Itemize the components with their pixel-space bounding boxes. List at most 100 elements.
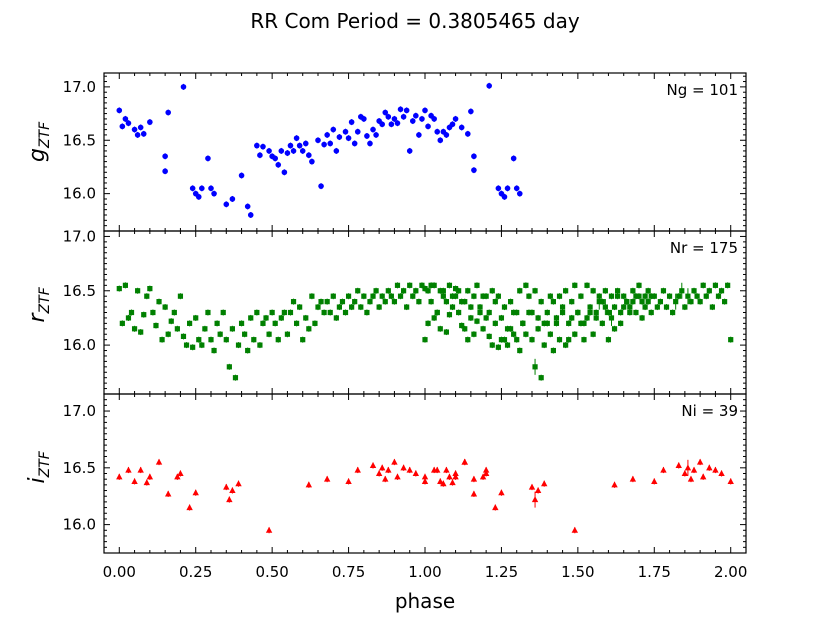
data-point <box>422 107 428 114</box>
data-point <box>272 320 278 326</box>
y-tick-label: 17.0 <box>63 227 96 245</box>
data-point <box>718 470 725 476</box>
data-point <box>666 293 673 299</box>
y-axis-label: gZTF <box>25 121 53 162</box>
data-point <box>260 320 266 326</box>
data-point <box>605 337 612 343</box>
data-point <box>443 299 449 305</box>
data-point <box>309 293 315 299</box>
data-point <box>618 320 624 326</box>
data-point <box>571 526 578 533</box>
data-point <box>532 364 538 370</box>
data-point <box>541 342 547 348</box>
data-point <box>459 299 465 305</box>
y-axis-label: iZTF <box>25 450 53 483</box>
data-point <box>146 473 154 480</box>
data-point <box>725 282 731 288</box>
data-point <box>364 133 370 139</box>
data-point <box>416 132 422 138</box>
data-point <box>575 309 581 316</box>
data-point <box>128 309 135 316</box>
data-point <box>235 342 242 348</box>
data-point <box>510 155 517 162</box>
data-point <box>217 331 223 337</box>
data-point <box>211 190 217 197</box>
data-point <box>394 473 401 480</box>
data-point <box>624 299 630 305</box>
panel-annotation: Ni = 39 <box>681 402 738 420</box>
data-point <box>468 108 474 115</box>
data-point <box>648 309 654 316</box>
data-point <box>544 309 550 316</box>
data-point <box>321 141 327 148</box>
data-point <box>260 143 266 150</box>
data-point <box>199 342 205 348</box>
data-point <box>122 116 129 122</box>
data-point <box>587 309 593 316</box>
data-point <box>482 466 490 473</box>
data-point <box>645 299 651 305</box>
data-point <box>495 185 502 192</box>
y-tick-label: 16.5 <box>63 459 96 477</box>
data-point <box>544 320 550 326</box>
data-point <box>263 315 269 321</box>
y-axis-label-subscript: ZTF <box>37 121 53 149</box>
data-point <box>318 299 324 305</box>
data-point <box>345 293 352 299</box>
data-point <box>293 135 300 141</box>
data-point <box>223 337 229 343</box>
data-point <box>223 483 230 490</box>
data-point <box>528 483 536 490</box>
data-point <box>520 320 526 326</box>
data-point <box>516 190 523 197</box>
data-point <box>566 320 572 326</box>
y-tick-label: 16.5 <box>63 131 96 149</box>
data-point <box>391 116 398 122</box>
data-point <box>728 337 734 343</box>
data-point <box>578 293 584 299</box>
data-point <box>266 331 272 337</box>
data-point <box>703 293 709 299</box>
data-point <box>633 293 639 299</box>
data-point <box>131 326 138 332</box>
data-point <box>208 185 214 192</box>
data-point <box>294 320 300 326</box>
panel-frame <box>103 72 747 232</box>
data-point <box>504 326 511 332</box>
data-point <box>437 477 444 484</box>
data-point <box>327 140 334 147</box>
data-point <box>504 185 511 192</box>
data-point <box>159 337 165 343</box>
data-point <box>345 477 352 484</box>
data-point <box>419 282 425 288</box>
data-point <box>162 153 168 160</box>
data-point <box>660 288 667 294</box>
data-point <box>323 475 331 482</box>
data-point <box>196 337 202 343</box>
data-point <box>471 153 477 160</box>
data-point <box>608 293 615 299</box>
data-point <box>302 140 309 147</box>
data-point <box>177 293 184 299</box>
data-point <box>590 288 596 294</box>
data-point <box>471 167 477 173</box>
data-point <box>379 464 386 471</box>
data-point <box>180 333 187 340</box>
panel-g: 16.0 16.5 17.0 gZTF Ng = 101 <box>25 72 747 232</box>
data-point <box>155 458 163 465</box>
data-point <box>529 337 535 343</box>
data-point <box>144 293 150 299</box>
data-point <box>339 299 346 305</box>
data-point <box>187 320 193 326</box>
data-point <box>193 315 199 321</box>
data-point <box>421 477 429 484</box>
data-point <box>309 158 315 165</box>
data-point <box>449 121 456 128</box>
data-point <box>272 155 279 162</box>
x-tick-label: 1.00 <box>408 563 441 581</box>
data-point <box>523 282 529 288</box>
data-point <box>321 309 327 316</box>
data-point <box>119 123 126 130</box>
data-point <box>556 337 563 343</box>
data-point <box>687 475 695 482</box>
